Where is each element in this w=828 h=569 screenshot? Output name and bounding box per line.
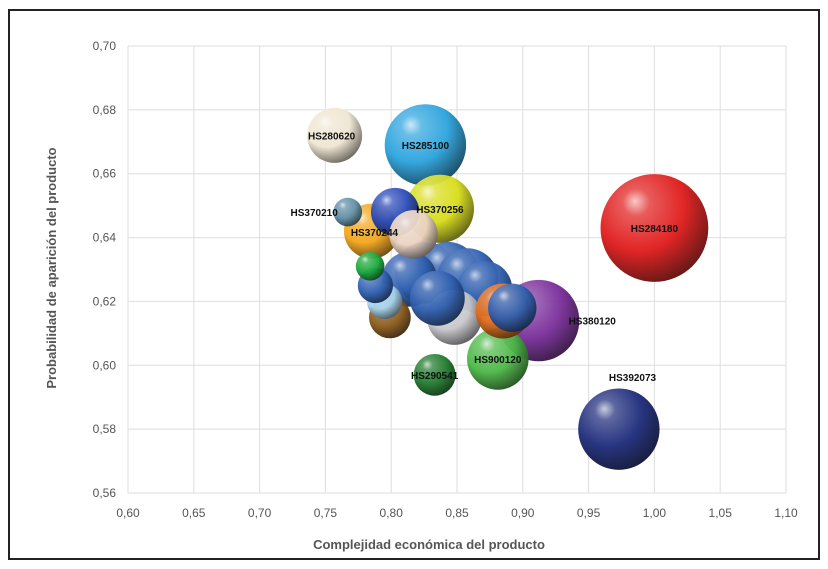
x-tick-label: 1,05 — [709, 506, 733, 520]
y-tick-label: 0,56 — [93, 486, 117, 500]
bubble-label: HS290541 — [411, 371, 459, 382]
x-tick-label: 0,80 — [380, 506, 404, 520]
y-tick-label: 0,68 — [93, 103, 117, 117]
bubble-label: HS370256 — [416, 205, 464, 216]
x-axis-title: Complejidad económica del producto — [313, 537, 545, 552]
bubble-hs900120 — [466, 328, 529, 390]
bubble-hs392073 — [578, 388, 660, 470]
bubble-label: HS284180 — [631, 224, 679, 235]
bubble-label: HS285100 — [402, 141, 450, 152]
x-tick-label: 0,90 — [511, 506, 535, 520]
bubble-hs280620 — [307, 107, 363, 163]
y-tick-labels: 0,56 0,58 0,60 0,62 0,64 0,66 0,68 0,70 — [93, 39, 117, 500]
bubble-label: HS370210 — [291, 208, 339, 219]
bubble-hs285100 — [384, 104, 467, 186]
y-tick-label: 0,66 — [93, 167, 117, 181]
bubble — [409, 270, 465, 326]
y-axis-title: Probabilidad de aparición del producto — [44, 147, 59, 388]
y-tick-label: 0,58 — [93, 422, 117, 436]
bubble — [355, 252, 385, 281]
bubble — [389, 210, 438, 259]
x-tick-label: 0,75 — [314, 506, 338, 520]
x-tick-label: 0,95 — [577, 506, 601, 520]
y-tick-label: 0,60 — [93, 358, 117, 372]
x-tick-label: 1,00 — [643, 506, 667, 520]
grid-lines — [127, 45, 787, 494]
bubble-hs290541 — [413, 353, 456, 396]
x-tick-label: 1,10 — [774, 506, 798, 520]
bubble — [488, 283, 537, 333]
bubbles — [307, 104, 709, 470]
bubble-label: HS380120 — [569, 317, 617, 328]
bubble-label: HS370244 — [351, 228, 399, 239]
y-tick-label: 0,64 — [93, 231, 117, 245]
x-tick-label: 0,65 — [182, 506, 206, 520]
y-tick-label: 0,70 — [93, 39, 117, 53]
bubble-hs284180 — [600, 174, 709, 282]
x-tick-label: 0,60 — [116, 506, 140, 520]
x-tick-label: 0,85 — [445, 506, 469, 520]
bubble-label: HS392073 — [609, 373, 657, 384]
bubble-labels: HS280620 HS285100 HS370256 HS284180 HS370210… — [291, 131, 679, 384]
x-tick-labels: 0,60 0,65 0,70 0,75 0,80 0,85 0,90 0,95 1,00 1,05… — [116, 506, 798, 520]
bubble-hs370210 — [333, 197, 363, 227]
bubble-label: HS280620 — [308, 131, 356, 142]
x-tick-label: 0,70 — [248, 506, 272, 520]
bubble-label: HS900120 — [474, 355, 522, 366]
y-tick-label: 0,62 — [93, 294, 117, 308]
